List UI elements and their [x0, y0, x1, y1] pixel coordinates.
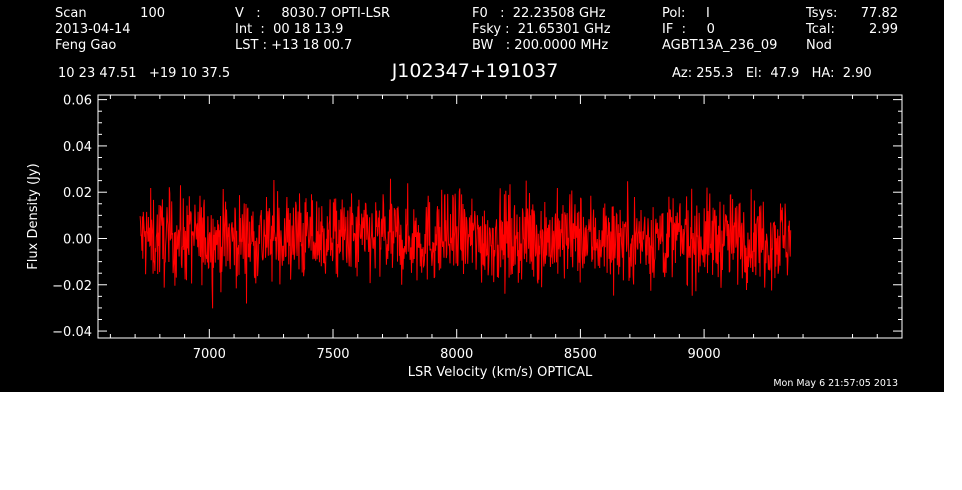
- tcal-label: Tcal:: [806, 22, 835, 37]
- int-info: Int : 00 18 13.9: [235, 22, 344, 37]
- x-tick-label: 7000: [193, 347, 226, 362]
- x-tick-label: 7500: [316, 347, 349, 362]
- y-tick-label: 0.06: [63, 94, 92, 109]
- y-tick-label: 0.00: [63, 232, 92, 247]
- plot-frame: [97, 94, 903, 339]
- y-axis-title: Flux Density (Jy): [26, 163, 41, 269]
- scan-label: Scan: [55, 6, 87, 21]
- x-axis-title: LSR Velocity (km/s) OPTICAL: [408, 365, 593, 380]
- az-el-ha: Az: 255.3 El: 47.9 HA: 2.90: [672, 66, 872, 81]
- spectrum-chart: 7000 7500 8000 8500 9000 −0.04 −0.02 0.00 0.02 0…: [26, 94, 903, 380]
- x-tick-label: 8500: [564, 347, 597, 362]
- spectrum-trace: [139, 178, 792, 309]
- bw-info: BW : 200.0000 MHz: [472, 38, 609, 53]
- obs-mode: Nod: [806, 38, 832, 53]
- pol-info: Pol: I: [662, 6, 710, 21]
- f0-info: F0 : 22.23508 GHz: [472, 6, 606, 21]
- velocity-info: V : 8030.7 OPTI-LSR: [235, 6, 391, 21]
- lst-info: LST : +13 18 00.7: [235, 38, 353, 53]
- x-axis: 7000 7500 8000 8500 9000: [109, 95, 903, 362]
- plot-timestamp: Mon May 6 21:57:05 2013: [773, 378, 898, 389]
- x-tick-label: 8000: [440, 347, 473, 362]
- project-id: AGBT13A_236_09: [662, 38, 778, 53]
- y-tick-label: −0.04: [52, 325, 92, 340]
- fsky-info: Fsky : 21.65301 GHz: [472, 22, 611, 37]
- y-tick-label: −0.02: [52, 279, 92, 294]
- scan-value: 100: [140, 6, 165, 21]
- tsys-label: Tsys:: [806, 6, 838, 21]
- plot-panel: Scan 100 V : 8030.7 OPTI-LSR F0 : 22.235…: [0, 0, 944, 392]
- spectrum-line: [139, 178, 792, 309]
- source-title: J102347+191037: [391, 60, 559, 82]
- y-tick-label: 0.02: [63, 186, 92, 201]
- observer-name: Feng Gao: [55, 38, 117, 53]
- if-info: IF : 0: [662, 22, 715, 37]
- obs-date: 2013-04-14: [55, 22, 131, 37]
- y-axis: −0.04 −0.02 0.00 0.02 0.04 0.06: [52, 94, 902, 340]
- tcal-value: 2.99: [869, 22, 898, 37]
- source-coords: 10 23 47.51 +19 10 37.5: [58, 66, 231, 81]
- x-tick-label: 9000: [688, 347, 721, 362]
- y-tick-label: 0.04: [63, 140, 92, 155]
- tsys-value: 77.82: [860, 6, 898, 21]
